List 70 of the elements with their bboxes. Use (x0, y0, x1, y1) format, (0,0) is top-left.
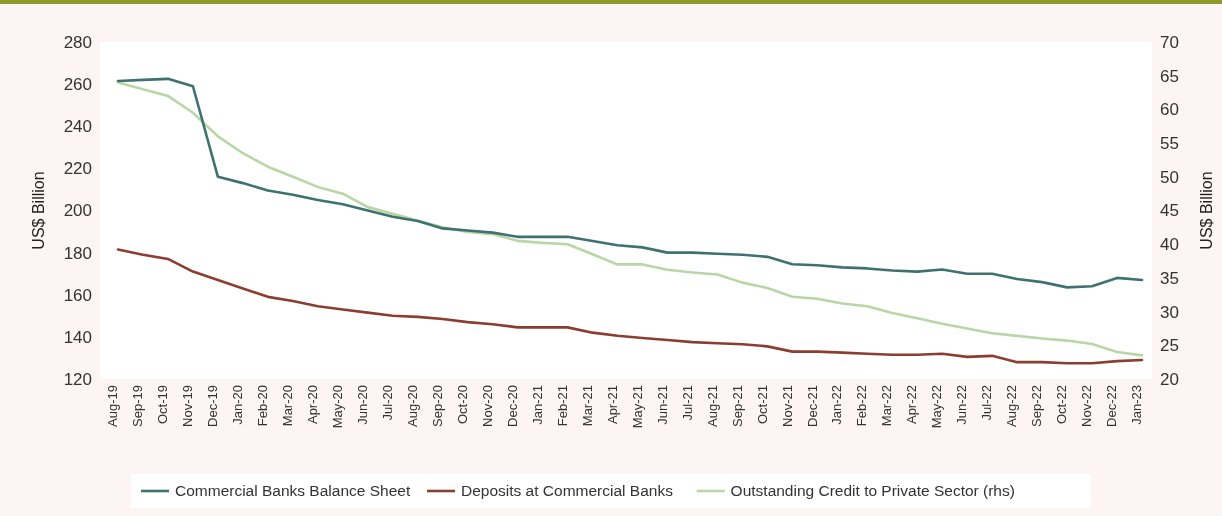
x-tick-label: Mar-22 (879, 385, 895, 427)
x-tick-label: Sep-20 (429, 385, 445, 427)
y-axis-title: US$ Billion (30, 171, 47, 250)
line-series (116, 77, 1144, 289)
y-tick-label: 260 (63, 75, 92, 95)
y2-tick-label: 60 (1160, 100, 1179, 120)
x-tick-label: Jan-21 (529, 385, 545, 425)
x-tick-label: Aug-22 (1004, 385, 1020, 427)
y-tick-label: 240 (63, 117, 92, 137)
x-tick-label: May-22 (929, 385, 945, 429)
x-tick-label: Nov-20 (479, 385, 495, 427)
line-series (116, 248, 1144, 365)
x-tick-label: Dec-21 (804, 385, 820, 427)
x-tick-label: Dec-20 (504, 385, 520, 427)
x-tick-label: Jan-20 (230, 385, 246, 425)
y-tick-label: 140 (63, 327, 92, 347)
y-tick-label: 280 (63, 32, 92, 52)
y2-tick-label: 70 (1160, 32, 1179, 52)
x-tick-label: Feb-22 (854, 385, 870, 427)
y2-tick-label: 25 (1160, 336, 1179, 356)
x-tick-label: Aug-19 (105, 385, 121, 427)
x-tick-label: Sep-19 (130, 385, 146, 427)
x-tick-label: Feb-20 (255, 385, 271, 427)
legend-label: Commercial Banks Balance Sheet (175, 482, 411, 499)
y2-tick-label: 45 (1160, 201, 1179, 221)
x-tick-label: Apr-20 (305, 385, 320, 425)
x-tick-label: Sep-22 (1029, 385, 1045, 427)
y2-tick-label: 55 (1160, 134, 1179, 154)
y2-axis-title: US$ Billion (1198, 171, 1215, 250)
x-tick-label: Apr-21 (604, 385, 620, 425)
x-tick-label: Jul-20 (379, 385, 395, 421)
x-tick-label: Feb-21 (554, 385, 570, 427)
y-tick-label: 200 (63, 201, 92, 221)
x-tick-label: Jul-22 (979, 385, 995, 421)
x-tick-label: Oct-21 (754, 385, 770, 425)
y-tick-label: 160 (63, 285, 92, 305)
x-tick-label: Jan-22 (829, 385, 845, 425)
x-tick-label: Jan-23 (1129, 385, 1145, 425)
legend-label: Outstanding Credit to Private Sector (rhs) (730, 482, 1015, 499)
x-tick-label: May-20 (329, 385, 345, 429)
x-tick-label: Aug-20 (404, 385, 420, 427)
x-tick-label: Jul-21 (679, 385, 695, 421)
y2-tick-label: 65 (1160, 66, 1179, 86)
y2-tick-label: 35 (1160, 268, 1179, 288)
x-tick-label: Jun-20 (354, 385, 370, 425)
x-tick-label: Dec-22 (1104, 385, 1120, 427)
y-tick-label: 220 (63, 159, 92, 179)
x-tick-label: May-21 (629, 385, 645, 429)
x-tick-label: Nov-19 (180, 385, 196, 427)
x-tick-label: Oct-22 (1054, 385, 1070, 425)
y2-tick-label: 20 (1160, 369, 1179, 389)
y2-tick-label: 50 (1160, 167, 1179, 187)
x-tick-label: Nov-21 (779, 385, 795, 427)
legend-label: Deposits at Commercial Banks (461, 482, 674, 499)
y-tick-label: 180 (63, 243, 92, 263)
x-tick-label: Nov-22 (1079, 385, 1095, 427)
x-tick-label: Dec-19 (205, 385, 221, 427)
line-series (116, 81, 1144, 357)
x-tick-label: Jun-21 (654, 385, 670, 425)
x-tick-label: Oct-20 (454, 385, 470, 425)
y2-tick-label: 40 (1160, 235, 1179, 255)
x-tick-label: Oct-19 (155, 385, 171, 425)
x-tick-label: Apr-22 (904, 385, 920, 425)
x-tick-label: Mar-20 (280, 385, 296, 427)
y2-tick-label: 30 (1160, 302, 1179, 322)
x-tick-label: Mar-21 (579, 385, 595, 427)
x-tick-label: Jun-22 (954, 385, 970, 425)
x-tick-label: Sep-21 (729, 385, 745, 427)
y-tick-label: 120 (63, 369, 92, 389)
x-tick-label: Aug-21 (704, 385, 720, 427)
